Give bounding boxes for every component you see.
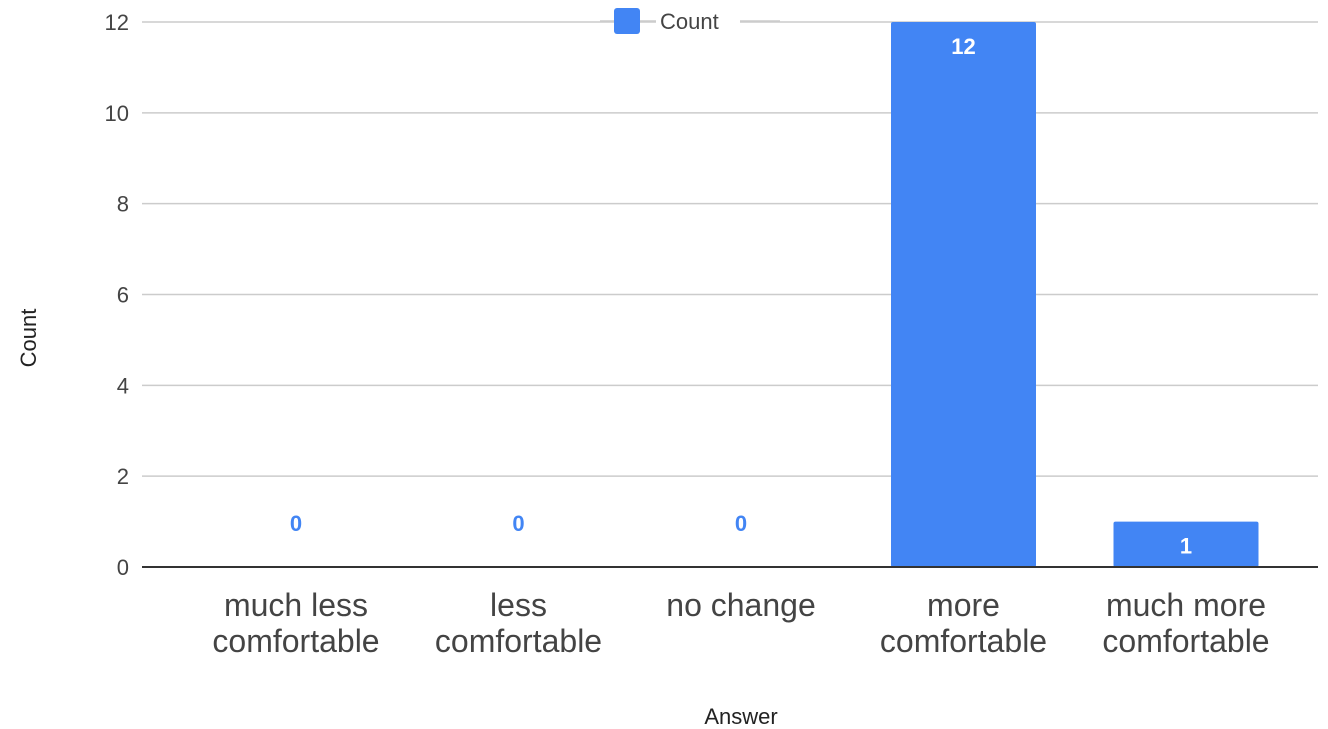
x-category-label: much less comfortable <box>212 587 379 659</box>
legend-swatch <box>614 8 640 34</box>
x-category-line: comfortable <box>435 623 602 659</box>
y-tick-label: 6 <box>117 283 129 308</box>
x-category-line: comfortable <box>1102 623 1269 659</box>
x-category-label: much more comfortable <box>1102 587 1269 659</box>
legend-text-bg <box>656 6 740 36</box>
data-label: 0 <box>290 511 302 536</box>
y-tick-label: 12 <box>105 10 129 35</box>
x-category-line: no change <box>666 587 815 623</box>
data-labels: 0 0 0 12 1 <box>290 34 1192 559</box>
y-tick-label: 4 <box>117 373 129 398</box>
x-category-label: less comfortable <box>435 587 602 659</box>
x-category-line: less <box>490 587 547 623</box>
data-label: 0 <box>512 511 524 536</box>
y-axis-title: Count <box>16 309 41 368</box>
legend-label: Count <box>660 9 719 34</box>
y-tick-label: 0 <box>117 555 129 580</box>
legend: Count <box>600 6 780 36</box>
x-category-line: much less <box>224 587 368 623</box>
gridlines <box>142 21 1318 477</box>
bar <box>1113 521 1259 567</box>
bar <box>891 22 1036 567</box>
y-tick-label: 8 <box>117 192 129 217</box>
bars <box>891 22 1259 567</box>
x-category-line: comfortable <box>880 623 1047 659</box>
x-category-line: more <box>927 587 1000 623</box>
x-category-line: comfortable <box>212 623 379 659</box>
x-axis-title: Answer <box>704 704 777 729</box>
data-label: 1 <box>1180 534 1192 559</box>
x-category-line: much more <box>1106 587 1266 623</box>
y-axis-ticks: 0 2 4 6 8 10 12 <box>105 10 129 580</box>
data-label: 0 <box>735 511 747 536</box>
y-tick-label: 2 <box>117 464 129 489</box>
x-category-label: more comfortable <box>880 587 1047 659</box>
data-label: 12 <box>951 34 975 59</box>
y-tick-label: 10 <box>105 101 129 126</box>
x-category-label: no change <box>666 587 815 623</box>
